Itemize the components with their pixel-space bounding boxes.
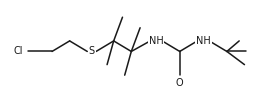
- Text: NH: NH: [196, 36, 211, 46]
- Text: NH: NH: [148, 36, 163, 46]
- Text: Cl: Cl: [14, 46, 23, 56]
- Text: S: S: [89, 46, 95, 56]
- Text: O: O: [176, 78, 183, 88]
